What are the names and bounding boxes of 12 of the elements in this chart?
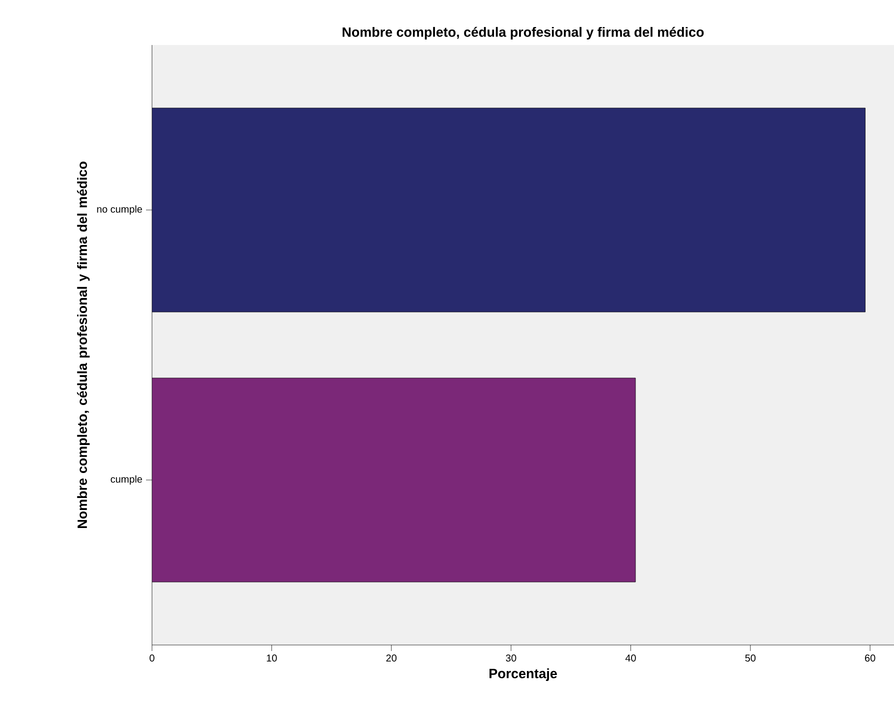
chart-title: Nombre completo, cédula profesional y firma del médico bbox=[342, 26, 704, 40]
y-tick-label: no cumple bbox=[97, 205, 142, 215]
x-tick-label: 10 bbox=[266, 654, 277, 662]
x-tick-label: 40 bbox=[625, 654, 636, 662]
x-tick-label: 30 bbox=[506, 654, 516, 662]
x-axis-title: Porcentaje bbox=[490, 668, 557, 681]
x-tick-label: 0 bbox=[150, 654, 154, 662]
x-tick-label: 60 bbox=[865, 654, 876, 662]
y-tick-label: cumple bbox=[110, 475, 142, 485]
x-tick-label: 50 bbox=[745, 654, 756, 662]
x-tick-label: 20 bbox=[386, 654, 397, 662]
y-axis-title: Nombre completo, cédula profesional y firma del médico bbox=[77, 162, 90, 528]
